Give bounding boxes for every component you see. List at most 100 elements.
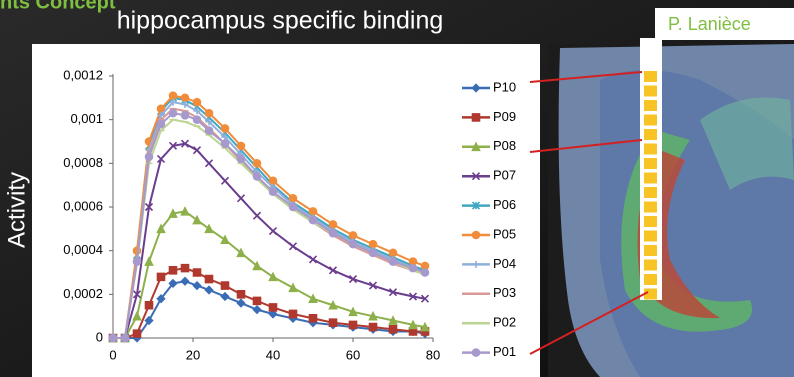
marker [194, 269, 201, 276]
y-tick-label: 0,0002 [63, 286, 103, 301]
marker [206, 276, 213, 283]
marker [182, 112, 189, 119]
marker [390, 326, 397, 333]
marker [422, 269, 429, 276]
marker [290, 204, 297, 211]
marker [473, 349, 480, 356]
probe-square [644, 71, 657, 82]
marker [473, 114, 480, 121]
marker [410, 265, 417, 272]
y-tick-label: 0,0012 [63, 67, 103, 82]
probe-square [644, 158, 657, 169]
marker [370, 241, 377, 248]
marker [170, 92, 177, 99]
marker [158, 121, 165, 128]
probe-square [644, 245, 657, 256]
marker [330, 319, 337, 326]
legend-label: P10 [493, 79, 516, 94]
marker [222, 125, 229, 132]
marker [194, 116, 201, 123]
y-axis-label: Activity [3, 172, 30, 248]
marker [238, 291, 245, 298]
marker [206, 110, 213, 117]
marker [254, 160, 261, 167]
probe-square [644, 187, 657, 198]
legend-label: P03 [493, 285, 516, 300]
legend-label: P01 [493, 344, 516, 359]
probe-square [644, 144, 657, 155]
marker [254, 297, 261, 304]
legend-label: P06 [493, 197, 516, 212]
brain-image: P. Lanièce [548, 8, 794, 377]
x-tick-label: 60 [346, 347, 360, 362]
x-tick-label: 40 [266, 347, 280, 362]
marker [146, 302, 153, 309]
marker [370, 324, 377, 331]
marker [110, 335, 117, 342]
marker [310, 208, 317, 215]
legend-label: P04 [493, 256, 516, 271]
marker [310, 217, 317, 224]
probe-square [644, 274, 657, 285]
x-tick-label: 0 [109, 347, 116, 362]
probe-square [644, 231, 657, 242]
probe-square [644, 260, 657, 271]
marker [182, 265, 189, 272]
y-tick-label: 0 [96, 329, 103, 344]
marker [146, 153, 153, 160]
marker [134, 330, 141, 337]
marker [254, 173, 261, 180]
marker [134, 258, 141, 265]
marker [330, 230, 337, 237]
marker [238, 142, 245, 149]
probe-square [644, 216, 657, 227]
probe-square [644, 129, 657, 140]
y-tick-label: 0,001 [70, 111, 103, 126]
marker [390, 258, 397, 265]
marker [222, 140, 229, 147]
slide: nts Concept hippocampus specific binding… [0, 0, 794, 377]
marker [330, 221, 337, 228]
legend-label: P02 [493, 315, 516, 330]
probe-square [644, 115, 657, 126]
probe-square [644, 173, 657, 184]
marker [122, 335, 129, 342]
legend-label: P09 [493, 109, 516, 124]
marker [222, 282, 229, 289]
marker [170, 110, 177, 117]
page: nts Concept hippocampus specific binding… [0, 0, 794, 377]
chart-title: hippocampus specific binding [117, 7, 444, 35]
marker [206, 127, 213, 134]
marker [182, 94, 189, 101]
probe-square [644, 100, 657, 111]
credit: P. Lanièce [668, 14, 751, 34]
legend-label: P08 [493, 138, 516, 153]
legend-label: P05 [493, 226, 516, 241]
marker [290, 310, 297, 317]
header-fragment: nts Concept [0, 0, 116, 13]
marker [350, 232, 357, 239]
marker [238, 155, 245, 162]
marker [473, 232, 480, 239]
marker [290, 195, 297, 202]
marker [270, 177, 277, 184]
marker [158, 273, 165, 280]
probe-square [644, 86, 657, 97]
marker [370, 249, 377, 256]
y-tick-label: 0,0004 [63, 242, 103, 257]
y-tick-label: 0,0006 [63, 198, 103, 213]
marker [170, 267, 177, 274]
legend-label: P07 [493, 168, 516, 183]
y-tick-label: 0,0008 [63, 155, 103, 170]
marker [390, 249, 397, 256]
probe-square [644, 202, 657, 213]
marker [194, 99, 201, 106]
x-tick-label: 80 [426, 347, 440, 362]
marker [270, 304, 277, 311]
marker [350, 321, 357, 328]
x-tick-label: 20 [186, 347, 200, 362]
marker [350, 241, 357, 248]
chart-panel [32, 44, 540, 377]
marker [310, 315, 317, 322]
marker [270, 188, 277, 195]
